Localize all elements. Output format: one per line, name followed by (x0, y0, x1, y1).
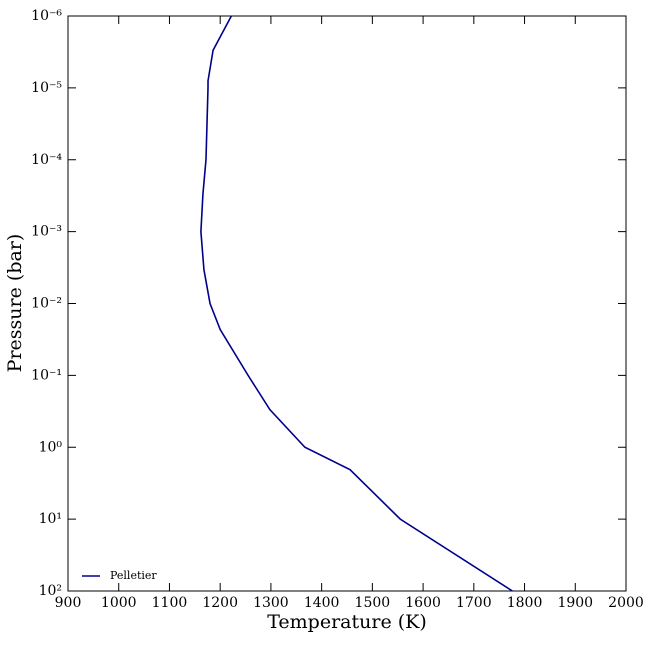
x-axis-label: Temperature (K) (267, 611, 427, 633)
x-tick-label: 1200 (202, 595, 238, 611)
y-tick-label: 10⁻⁶ (31, 8, 62, 24)
x-tick-label: 1800 (507, 595, 543, 611)
y-tick-label: 10¹ (39, 511, 62, 527)
y-tick-label: 10² (39, 583, 62, 599)
line (200, 15, 513, 592)
y-tick-label: 10⁰ (39, 439, 63, 455)
x-tick-label: 1100 (152, 595, 188, 611)
y-tick-label: 10⁻³ (31, 224, 62, 240)
y-tick-label: 10⁻⁵ (31, 80, 62, 96)
x-tick-label: 1600 (405, 595, 441, 611)
x-tick-label: 1300 (253, 595, 289, 611)
x-tick-label: 2000 (608, 595, 644, 611)
x-tick-label: 1500 (355, 595, 391, 611)
x-tick-label: 1700 (456, 595, 492, 611)
x-tick-label: 1000 (101, 595, 137, 611)
y-tick-label: 10⁻² (31, 296, 62, 312)
x-tick-label: 1900 (557, 595, 593, 611)
y-tick-label: 10⁻⁴ (31, 152, 62, 168)
y-tick-label: 10⁻¹ (31, 367, 62, 383)
x-tick-label: 1400 (304, 595, 340, 611)
y-axis-label: Pressure (bar) (4, 234, 26, 373)
x-tick-label: 900 (55, 595, 82, 611)
legend-label: Pelletier (110, 569, 157, 582)
plot-frame (67, 15, 627, 592)
